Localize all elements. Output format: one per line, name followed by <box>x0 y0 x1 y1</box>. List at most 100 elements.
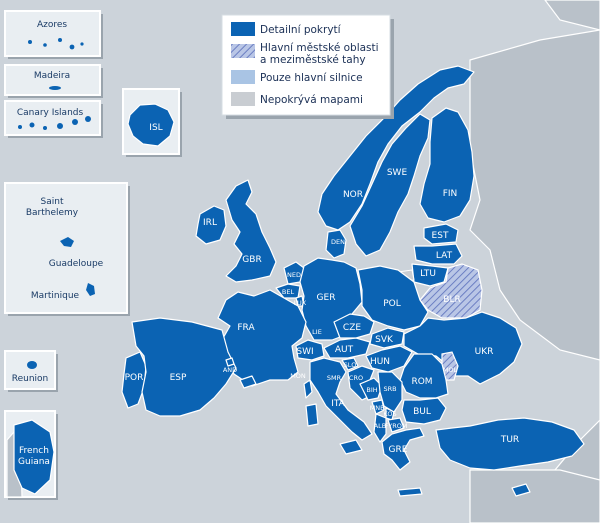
country-EST <box>423 223 459 245</box>
label-UKR: UKR <box>475 347 494 357</box>
country-ALB <box>373 413 387 443</box>
label-CRO: CRO <box>349 374 363 382</box>
label-NED: NED <box>287 271 301 279</box>
country-DEN <box>325 229 347 259</box>
country-AUT <box>323 337 371 359</box>
label-GBR: GBR <box>242 255 261 265</box>
inset-label-guiana: Guiana <box>18 457 50 467</box>
country-french-guiana <box>13 419 55 495</box>
country-SLO <box>341 357 359 371</box>
country-BEL <box>275 283 301 299</box>
legend-label-partial-line2: a meziměstské tahy <box>260 54 366 66</box>
label-SMR: SMR <box>327 374 342 382</box>
country-CZE <box>333 313 375 339</box>
legend-swatch-none <box>231 92 255 106</box>
label-BIH: BIH <box>366 386 377 394</box>
label-BEL: BEL <box>282 288 295 296</box>
label-LTU: LTU <box>420 269 436 279</box>
country-ESP <box>131 317 237 417</box>
label-MNE: MNE <box>370 404 385 412</box>
country-IRL <box>195 205 227 245</box>
inset-label-guadeloupe: Guadeloupe <box>49 259 104 269</box>
country-MNE <box>371 399 385 415</box>
country-BUL <box>401 397 447 425</box>
inset-reunion: Reunion <box>4 350 58 392</box>
country-GRE <box>381 427 425 471</box>
label-FIN: FIN <box>443 189 458 199</box>
label-LUX: LUX <box>294 299 307 307</box>
label-DEN: DEN <box>331 238 345 246</box>
inset-azores: Azores <box>4 10 103 59</box>
label-ROM: ROM <box>411 377 432 387</box>
country-SVK <box>369 327 405 349</box>
legend-label-full: Detailní pokrytí <box>260 24 342 36</box>
country-FIN <box>419 107 475 223</box>
label-EST: EST <box>432 231 449 241</box>
inset-label-martinique: Martinique <box>31 291 80 301</box>
legend-swatch-full <box>231 22 255 36</box>
inset-french-guiana: French Guiana <box>4 410 58 500</box>
label-POR: POR <box>125 373 144 383</box>
inset-caribbean: Saint Barthelemy Guadeloupe Martinique <box>4 182 130 316</box>
label-ISL: ISL <box>149 123 162 133</box>
legend: Detailní pokrytí Hlavní městské oblasti … <box>221 14 394 119</box>
label-SVK: SVK <box>375 335 394 345</box>
label-TUR: TUR <box>500 435 519 445</box>
label-ITA: ITA <box>331 399 345 409</box>
label-SLO: SLO <box>344 361 357 369</box>
inset-madeira: Madeira <box>4 64 103 98</box>
label-SRB: SRB <box>383 385 396 393</box>
inset-label-canary: Canary Islands <box>17 108 84 118</box>
label-GRE: GRE <box>389 445 408 455</box>
legend-swatch-major <box>231 70 255 84</box>
label-FYROM: FYROM <box>385 422 408 430</box>
country-BLR <box>419 263 483 319</box>
legend-label-partial-line1: Hlavní městské oblasti <box>260 42 379 54</box>
label-BLR: BLR <box>443 295 460 305</box>
country-ESP-baleares <box>239 375 257 389</box>
country-ITA-sicily <box>339 439 363 455</box>
inset-label-madeira: Madeira <box>34 71 70 81</box>
country-labels: IRL GBR NOR SWE FIN DEN EST LAT LTU BLR … <box>125 168 520 455</box>
country-SRB <box>377 371 403 413</box>
label-AND: AND <box>223 366 237 374</box>
country-SWE <box>349 113 431 257</box>
label-LIE: LIE <box>312 328 322 336</box>
label-GER: GER <box>317 293 336 303</box>
russia-landmass <box>469 29 600 523</box>
label-IRL: IRL <box>203 218 217 228</box>
label-KOS: KOS <box>383 410 396 418</box>
country-cyprus <box>511 483 531 497</box>
legend-swatch-partial <box>231 44 255 58</box>
label-AUT: AUT <box>335 345 354 355</box>
label-MON: MON <box>290 372 306 380</box>
inset-iceland: ISL <box>122 88 182 157</box>
label-POL: POL <box>383 299 401 309</box>
country-POR <box>121 351 147 409</box>
label-HUN: HUN <box>370 357 390 367</box>
label-FRA: FRA <box>237 323 255 333</box>
inset-label-french: French <box>19 446 49 456</box>
country-HUN <box>365 345 413 373</box>
country-ROM <box>399 353 449 399</box>
inset-label-azores: Azores <box>37 20 67 30</box>
label-MOL: MOL <box>443 366 458 374</box>
country-ISL <box>127 103 175 147</box>
country-SWI <box>295 339 325 361</box>
label-SWI: SWI <box>296 347 313 357</box>
legend-label-major: Pouze hlavní silnice <box>260 72 363 84</box>
middle-east-land <box>469 469 600 523</box>
country-GBR <box>225 179 277 283</box>
label-CZE: CZE <box>343 323 361 333</box>
label-SWE: SWE <box>387 168 408 178</box>
country-LAT <box>413 243 463 265</box>
label-BUL: BUL <box>413 407 431 417</box>
country-NOR <box>317 65 475 231</box>
country-TUR <box>435 417 585 471</box>
label-ALB: ALB <box>374 422 387 430</box>
north-russia-land <box>544 0 600 31</box>
inset-label-barthelemy: Barthelemy <box>26 208 79 218</box>
label-LAT: LAT <box>436 251 453 261</box>
country-FYROM <box>387 417 405 433</box>
